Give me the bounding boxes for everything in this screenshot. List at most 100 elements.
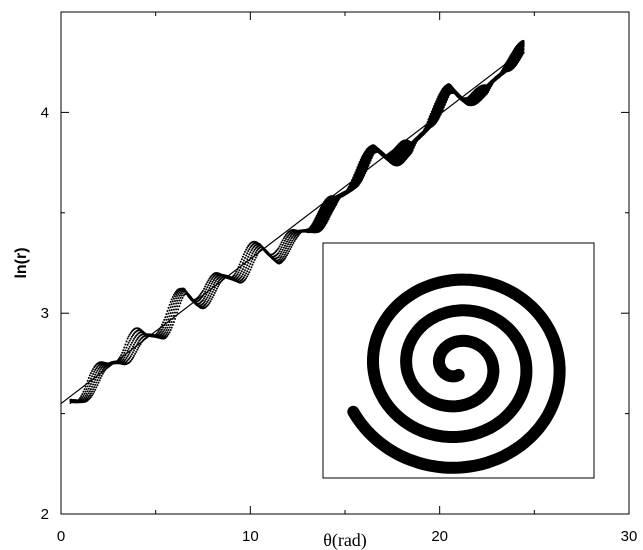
- data-point: [99, 368, 102, 371]
- data-point: [233, 274, 236, 277]
- data-point: [91, 390, 93, 393]
- data-point: [172, 321, 175, 323]
- data-point: [97, 376, 100, 379]
- data-point: [281, 248, 284, 251]
- data-point: [355, 168, 359, 172]
- data-point: [245, 248, 248, 251]
- data-point: [92, 373, 95, 375]
- data-point: [279, 252, 282, 255]
- data-point: [172, 302, 175, 305]
- data-point: [250, 249, 253, 252]
- data-point: [248, 253, 251, 256]
- data-point: [434, 102, 438, 106]
- data-point: [177, 293, 180, 295]
- data-point: [157, 329, 160, 332]
- data-point: [165, 313, 168, 316]
- data-point: [210, 298, 213, 301]
- data-point: [135, 350, 138, 353]
- data-point: [276, 248, 279, 251]
- data-point: [82, 398, 85, 401]
- data-point: [166, 326, 169, 329]
- data-point: [279, 248, 282, 251]
- data-point: [101, 368, 104, 371]
- data-point: [209, 280, 212, 283]
- data-point: [208, 301, 211, 304]
- data-point: [179, 302, 182, 305]
- data-point: [433, 105, 437, 109]
- data-point: [238, 274, 241, 277]
- data-point: [81, 396, 84, 399]
- data-point: [247, 261, 250, 264]
- data-point: [174, 295, 176, 298]
- data-point: [162, 326, 165, 329]
- data-point: [212, 283, 215, 286]
- data-point: [92, 388, 95, 391]
- data-point: [279, 256, 282, 259]
- data-point: [183, 289, 186, 292]
- y-tick-label: 4: [41, 104, 49, 121]
- data-point: [282, 251, 285, 254]
- data-point: [234, 272, 237, 275]
- data-point: [247, 267, 250, 270]
- data-point: [167, 329, 170, 331]
- data-point: [213, 291, 216, 294]
- data-point: [78, 398, 81, 401]
- data-point: [176, 305, 179, 308]
- data-point: [283, 235, 286, 238]
- data-point: [430, 110, 435, 114]
- data-point: [133, 337, 135, 340]
- data-point: [207, 284, 210, 287]
- data-point: [127, 341, 130, 344]
- data-point: [211, 290, 214, 293]
- data-point: [91, 375, 93, 378]
- data-point: [169, 312, 172, 315]
- data-point: [96, 384, 99, 387]
- data-point: [244, 257, 246, 259]
- data-point: [93, 381, 96, 384]
- data-point: [204, 285, 207, 288]
- data-point: [261, 247, 264, 249]
- data-point: [127, 358, 130, 361]
- data-point: [93, 366, 96, 369]
- data-point: [286, 245, 288, 248]
- data-point: [205, 302, 208, 305]
- data-point: [211, 276, 214, 279]
- data-point: [207, 303, 210, 306]
- data-point: [205, 288, 208, 291]
- data-point: [165, 324, 168, 327]
- data-point: [208, 277, 211, 280]
- data-point: [249, 251, 252, 254]
- data-point: [83, 396, 86, 399]
- data-point: [202, 289, 204, 292]
- data-point: [174, 311, 176, 314]
- data-point: [178, 299, 181, 302]
- data-point: [166, 315, 169, 318]
- data-point: [209, 295, 212, 298]
- data-point: [171, 311, 174, 314]
- data-point: [249, 268, 252, 271]
- data-point: [166, 310, 169, 312]
- data-point: [169, 329, 172, 331]
- data-point: [214, 289, 217, 292]
- data-point: [170, 308, 173, 311]
- data-point: [170, 326, 173, 329]
- data-point: [284, 255, 287, 258]
- data-point: [283, 249, 286, 252]
- data-point: [82, 390, 85, 393]
- data-point: [134, 336, 137, 339]
- data-point: [95, 371, 98, 374]
- data-point: [248, 248, 251, 251]
- data-point: [290, 246, 293, 248]
- data-point: [164, 331, 167, 334]
- data-point: [128, 339, 131, 342]
- data-point: [171, 296, 174, 298]
- data-point: [280, 258, 283, 261]
- data-point: [178, 294, 181, 297]
- data-point: [130, 353, 133, 356]
- data-point: [179, 292, 182, 295]
- data-point: [282, 242, 285, 244]
- data-point: [89, 396, 92, 398]
- data-point: [164, 326, 167, 329]
- data-point: [94, 373, 97, 376]
- data-point: [250, 254, 253, 257]
